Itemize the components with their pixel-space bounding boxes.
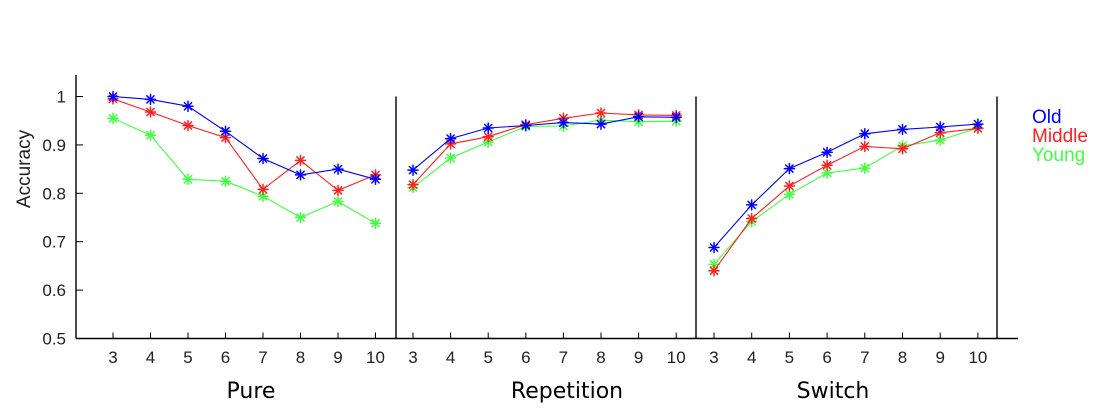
data-point-old xyxy=(745,199,758,211)
y-axis-label: Accuracy xyxy=(14,129,35,208)
x-tick-label: 4 xyxy=(747,348,756,367)
data-point-middle xyxy=(257,183,269,196)
y-tick-label: 1 xyxy=(57,88,66,107)
data-point-old xyxy=(219,125,232,138)
data-point-young xyxy=(107,112,119,125)
series-line-young xyxy=(713,127,979,265)
data-point-middle xyxy=(859,140,871,153)
data-point-old xyxy=(708,241,720,254)
x-tick-label: 3 xyxy=(408,348,417,367)
panel-label-switch: Switch xyxy=(797,379,870,404)
panel-label-repetition: Repetition xyxy=(511,379,623,404)
data-point-old xyxy=(632,111,645,123)
data-point-young xyxy=(859,162,871,174)
series-line-old xyxy=(412,116,677,171)
data-point-old xyxy=(407,164,419,176)
data-point-young xyxy=(369,217,382,230)
legend-item-middle: Middle xyxy=(1032,126,1088,147)
series-line-young xyxy=(412,119,677,188)
data-point-old xyxy=(859,128,871,140)
data-point-middle xyxy=(745,212,758,225)
data-point-old xyxy=(144,93,157,106)
data-point-middle xyxy=(332,184,344,197)
data-point-old xyxy=(294,169,307,181)
x-tick-label: 5 xyxy=(183,348,192,367)
x-tick-label: 4 xyxy=(446,348,455,367)
x-tick-label: 10 xyxy=(667,348,686,367)
data-point-old xyxy=(107,90,119,103)
axes-layer: 0.5 0.6 0.7 0.8 0.9 1 3 4 5 6 7 8 9 10 Pure 3 4 5 6 7 8 9 10 Re… xyxy=(42,75,1018,404)
y-tick-label: 0.9 xyxy=(42,136,66,155)
data-point-old xyxy=(972,118,984,130)
series-line-old xyxy=(112,95,376,180)
x-tick-label: 8 xyxy=(898,348,907,367)
data-point-middle xyxy=(595,107,607,119)
x-tick-label: 7 xyxy=(258,348,267,367)
data-point-middle xyxy=(144,106,157,118)
series-line-middle xyxy=(713,127,978,272)
x-tick-label: 7 xyxy=(559,348,568,367)
data-point-old xyxy=(896,123,909,136)
data-point-young xyxy=(294,211,307,224)
data-point-middle xyxy=(896,143,909,155)
x-tick-label: 5 xyxy=(483,348,492,367)
x-tick-label: 6 xyxy=(221,348,230,367)
x-tick-label: 9 xyxy=(333,348,342,367)
data-point-young xyxy=(182,173,194,186)
x-tick-label: 3 xyxy=(108,348,117,367)
data-point-old xyxy=(444,132,457,145)
data-point-old xyxy=(257,152,269,165)
data-point-old xyxy=(520,119,532,132)
x-tick-label: 9 xyxy=(935,348,944,367)
series-line-middle xyxy=(412,112,677,185)
panel-label-pure: Pure xyxy=(227,379,276,404)
data-point-middle xyxy=(407,178,419,191)
data-point-old xyxy=(934,121,946,133)
data-point-old xyxy=(821,146,833,158)
y-tick-label: 0.6 xyxy=(42,281,66,300)
legend-item-old: Old xyxy=(1032,107,1062,128)
data-point-old xyxy=(557,116,570,129)
x-tick-label: 4 xyxy=(146,348,155,367)
data-point-middle xyxy=(182,119,194,132)
data-point-old xyxy=(670,111,682,124)
data-point-middle xyxy=(294,154,307,167)
x-tick-label: 6 xyxy=(521,348,530,367)
data-point-young xyxy=(144,129,157,141)
y-tick-label: 0.7 xyxy=(42,233,66,252)
data-layer xyxy=(107,90,984,277)
data-point-old xyxy=(482,122,494,134)
x-tick-label: 6 xyxy=(822,348,831,367)
legend-item-young: Young xyxy=(1032,145,1085,166)
series-line-old xyxy=(713,123,978,248)
series-line-young xyxy=(112,117,376,224)
x-tick-label: 10 xyxy=(366,348,385,367)
x-tick-label: 8 xyxy=(296,348,305,367)
y-tick-label: 0.8 xyxy=(42,184,66,203)
data-point-young xyxy=(934,134,946,146)
x-tick-label: 5 xyxy=(785,348,794,367)
x-tick-label: 10 xyxy=(968,348,987,367)
y-tick-label: 0.5 xyxy=(42,330,66,349)
x-tick-label: 7 xyxy=(860,348,869,367)
series-line-middle xyxy=(112,98,376,192)
data-point-old xyxy=(182,100,194,112)
data-point-middle xyxy=(783,180,796,192)
data-point-old xyxy=(332,163,344,175)
x-tick-label: 8 xyxy=(596,348,605,367)
data-point-young xyxy=(444,152,457,164)
x-tick-label: 9 xyxy=(634,348,643,367)
x-tick-label: 3 xyxy=(709,348,718,367)
data-point-old xyxy=(783,162,796,175)
data-point-middle xyxy=(821,159,833,171)
data-point-old xyxy=(595,118,607,130)
data-point-young xyxy=(332,195,344,208)
data-point-young xyxy=(219,175,232,187)
data-point-middle xyxy=(708,264,720,277)
data-point-old xyxy=(369,173,382,186)
